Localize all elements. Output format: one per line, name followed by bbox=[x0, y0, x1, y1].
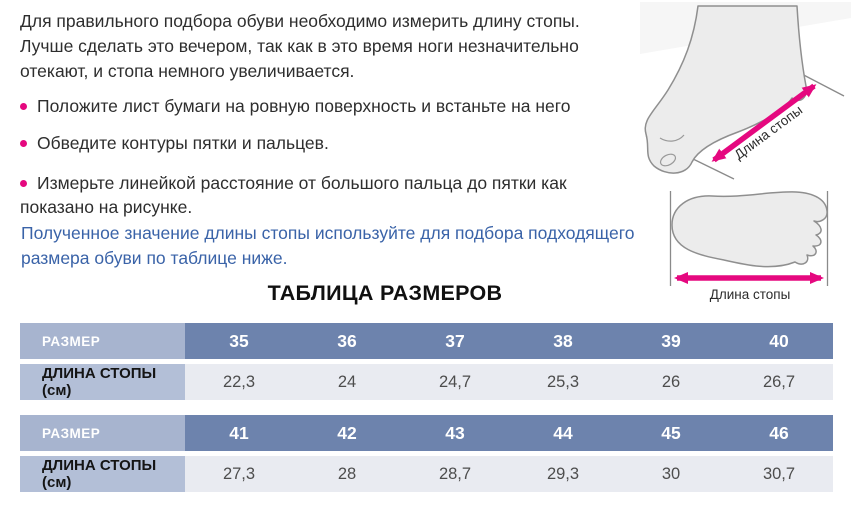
intro-line: Для правильного подбора обуви необходимо… bbox=[20, 11, 580, 31]
figure-label: Длина стопы bbox=[710, 287, 791, 302]
length-cell: 24,7 bbox=[401, 364, 509, 400]
size-table-title: ТАБЛИЦА РАЗМЕРОВ bbox=[267, 281, 503, 305]
length-cell: 28 bbox=[293, 456, 401, 492]
note-paragraph: Полученное значение длины стопы использу… bbox=[21, 221, 681, 271]
intro-line: Лучше сделать это вечером, так как в это… bbox=[20, 36, 579, 56]
size-row-label: РАЗМЕР bbox=[20, 415, 185, 451]
toenail bbox=[659, 153, 677, 167]
size-cell: 38 bbox=[509, 323, 617, 359]
note-line: размера обуви по таблице ниже. bbox=[21, 248, 288, 268]
size-cell: 46 bbox=[725, 415, 833, 451]
intro-line: отекают, и стопа немного увеличивается. bbox=[20, 61, 355, 81]
length-row-label: ДЛИНА СТОПЫ (см) bbox=[20, 456, 185, 492]
foot-sole-figure: Длина стопы bbox=[650, 183, 851, 308]
step-text: Обведите контуры пятки и пальцев. bbox=[37, 133, 329, 153]
foot-side-figure: Длина стопы bbox=[640, 2, 851, 185]
foot-sole-outline bbox=[671, 191, 828, 268]
size-cell: 40 bbox=[725, 323, 833, 359]
bullet-dot-icon bbox=[20, 103, 27, 110]
step-text: Измерьте линейкой расстояние от большого… bbox=[37, 173, 567, 193]
length-cell: 30,7 bbox=[725, 456, 833, 492]
size-cell: 36 bbox=[293, 323, 401, 359]
size-cell: 42 bbox=[293, 415, 401, 451]
bullet-dot-icon bbox=[20, 140, 27, 147]
bullet-dot-icon bbox=[20, 180, 27, 187]
note-line: Полученное значение длины стопы использу… bbox=[21, 223, 635, 243]
length-cell: 24 bbox=[293, 364, 401, 400]
length-cell: 27,3 bbox=[185, 456, 293, 492]
size-cell: 37 bbox=[401, 323, 509, 359]
size-cell: 39 bbox=[617, 323, 725, 359]
step-item: Обведите контуры пятки и пальцев. bbox=[20, 131, 620, 155]
foot-sole-illustration: Длина стопы bbox=[669, 191, 829, 302]
foot-side-illustration: Длина стопы bbox=[640, 2, 851, 180]
length-cell: 30 bbox=[617, 456, 725, 492]
size-cell: 45 bbox=[617, 415, 725, 451]
intro-paragraph: Для правильного подбора обуви необходимо… bbox=[20, 9, 642, 84]
step-item: Положите лист бумаги на ровную поверхнос… bbox=[20, 94, 620, 118]
step-text: показано на рисунке. bbox=[20, 197, 193, 217]
toe-crease bbox=[659, 134, 685, 142]
size-row-label: РАЗМЕР bbox=[20, 323, 185, 359]
size-cell: 41 bbox=[185, 415, 293, 451]
measure-arrow-icon bbox=[711, 83, 817, 163]
size-cell: 44 bbox=[509, 415, 617, 451]
length-cell: 29,3 bbox=[509, 456, 617, 492]
step-item: Измерьте линейкой расстояние от большого… bbox=[20, 171, 620, 219]
size-table-41-46: РАЗМЕР 41 42 43 44 45 46 ДЛИНА СТОПЫ (см… bbox=[20, 415, 833, 492]
length-cell: 26 bbox=[617, 364, 725, 400]
step-text: Положите лист бумаги на ровную поверхнос… bbox=[37, 96, 571, 116]
length-row-label: ДЛИНА СТОПЫ (см) bbox=[20, 364, 185, 400]
length-cell: 25,3 bbox=[509, 364, 617, 400]
size-table-35-40: РАЗМЕР 35 36 37 38 39 40 ДЛИНА СТОПЫ (см… bbox=[20, 323, 833, 400]
size-cell: 35 bbox=[185, 323, 293, 359]
length-cell: 22,3 bbox=[185, 364, 293, 400]
length-cell: 26,7 bbox=[725, 364, 833, 400]
size-cell: 43 bbox=[401, 415, 509, 451]
length-cell: 28,7 bbox=[401, 456, 509, 492]
